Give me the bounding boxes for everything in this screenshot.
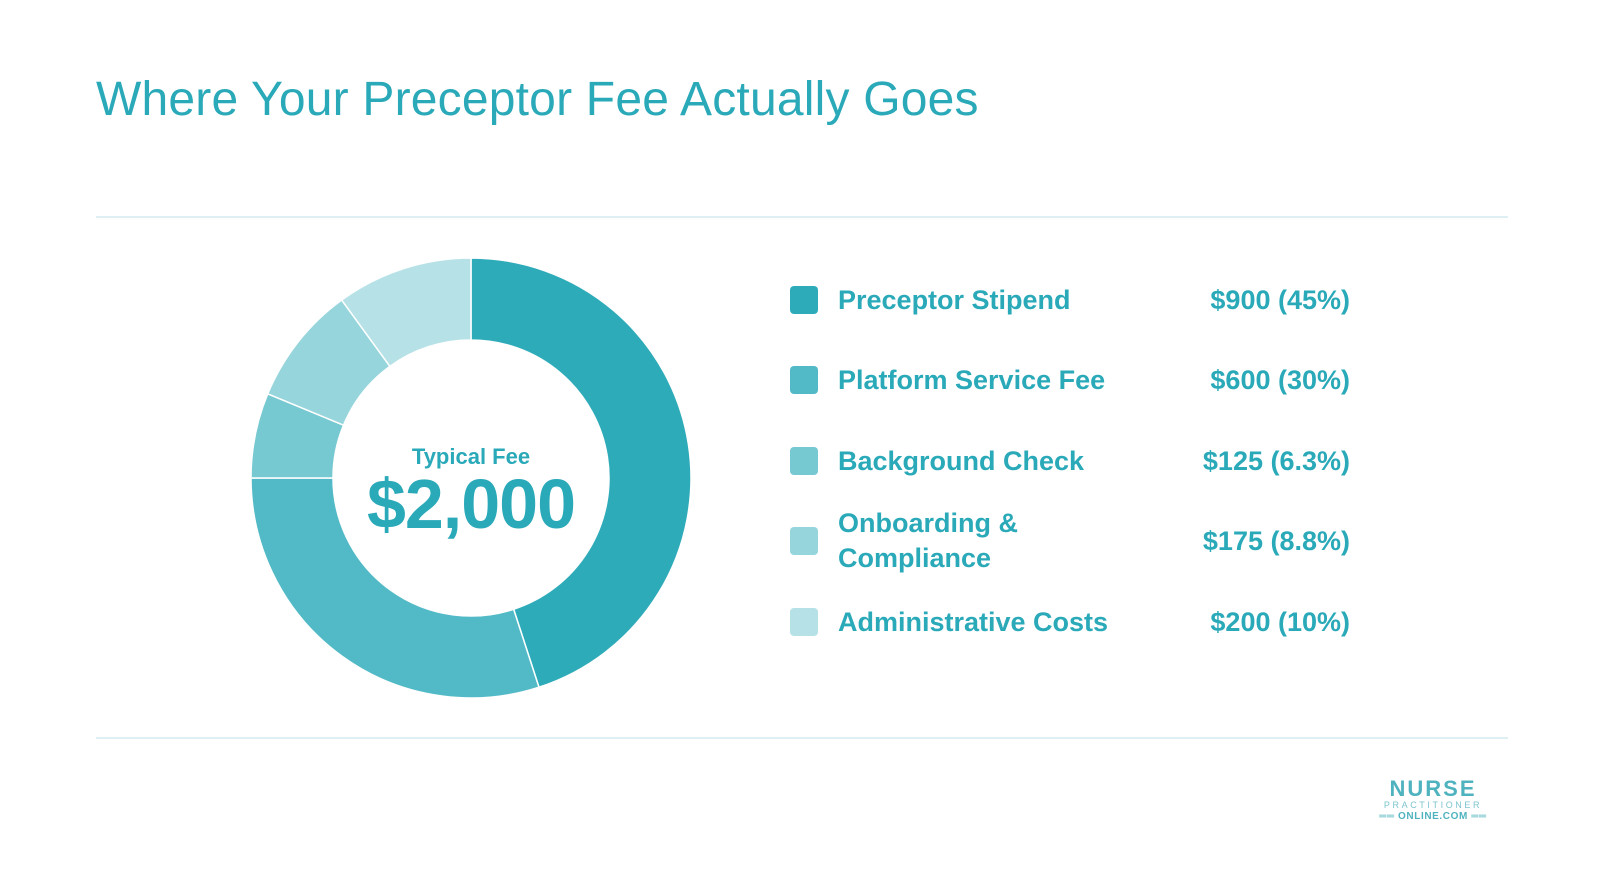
legend-label: Platform Service Fee (838, 364, 1106, 395)
logo-line-online: ══ ONLINE.COM ══ (1379, 811, 1487, 822)
logo-line-practitioner: PRACTITIONER (1383, 800, 1483, 810)
page-title: Where Your Preceptor Fee Actually Goes (96, 73, 979, 126)
legend-swatch (790, 447, 818, 475)
legend-item-preceptor-stipend: Preceptor Stipend $900 (45%) (790, 280, 1350, 320)
legend-value: $200 (10%) (1210, 606, 1350, 637)
legend-item-platform-service-fee: Platform Service Fee $600 (30%) (790, 360, 1350, 400)
legend-value: $175 (8.8%) (1202, 525, 1350, 556)
top-divider (96, 216, 1508, 218)
legend-item-background-check: Background Check $125 (6.3%) (790, 441, 1350, 481)
legend-swatch (790, 366, 818, 394)
legend-label: Onboarding & Compliance (838, 508, 1018, 573)
donut-svg (250, 257, 692, 699)
center-sublabel: Typical Fee (411, 444, 531, 469)
brand-logo: NURSE PRACTITIONER ══ ONLINE.COM ══ (1378, 778, 1488, 823)
donut-slice-platform-service-fee (250, 477, 540, 699)
legend-label: Administrative Costs (838, 606, 1109, 637)
legend-label: Preceptor Stipend (838, 284, 1071, 315)
legend-item-administrative-costs: Administrative Costs $200 (10%) (790, 602, 1350, 642)
legend-swatch (790, 286, 818, 314)
legend-value: $600 (30%) (1210, 364, 1350, 395)
donut-chart: Typical Fee $2,000 (247, 254, 695, 702)
legend-swatch (790, 527, 818, 555)
donut-slice-preceptor-stipend (470, 257, 692, 689)
donut-slice-administrative-costs (340, 257, 472, 368)
legend-value: $125 (6.3%) (1202, 445, 1350, 476)
bottom-divider (96, 737, 1508, 739)
legend-item-onboarding-compliance: Onboarding & Compliance $175 (8.8%) (790, 506, 1350, 576)
logo-line-nurse: NURSE (1389, 776, 1477, 801)
legend-swatch (790, 608, 818, 636)
legend-value: $900 (45%) (1210, 284, 1350, 315)
legend-label: Background Check (838, 445, 1085, 476)
center-total: $2,000 (366, 465, 576, 543)
